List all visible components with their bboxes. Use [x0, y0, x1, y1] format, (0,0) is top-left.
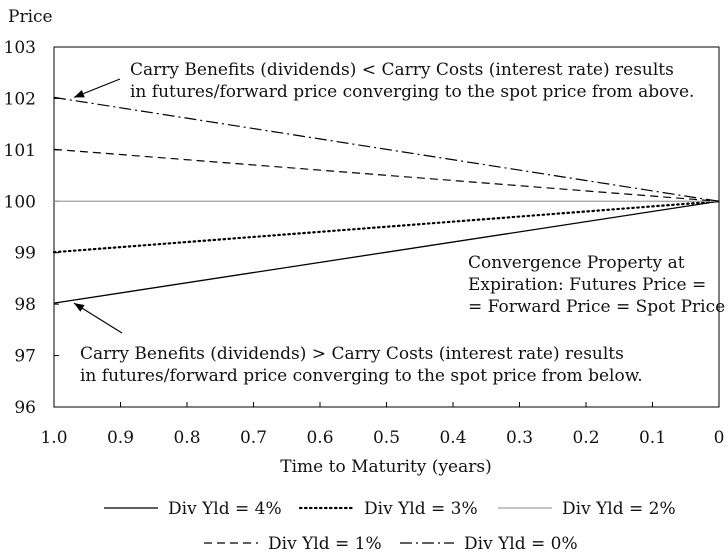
annotation-above-line1: Carry Benefits (dividends) < Carry Costs…: [130, 60, 674, 80]
y-tick-label: 96: [14, 398, 36, 418]
y-tick-label: 102: [4, 89, 36, 109]
arrowhead: [74, 303, 85, 312]
x-axis-ticks: 1.0 0.9 0.8 0.7 0.6 0.5 0.4 0.3 0.2 0.1 0: [40, 402, 724, 448]
series-line-0: [53, 200, 720, 304]
series-line-1: [52, 200, 721, 254]
legend-label-0: Div Yld = 4%: [168, 499, 282, 519]
annotation-below: Carry Benefits (dividends) > Carry Costs…: [73, 302, 643, 386]
series-line-3: [53, 148, 720, 202]
convergence-line3: = Forward Price = Spot Price: [468, 297, 725, 317]
x-tick-label: 0.2: [572, 428, 599, 448]
convergence-line2: Expiration: Futures Price =: [468, 275, 706, 295]
x-tick-label: 0.6: [306, 428, 333, 448]
x-axis-label: Time to Maturity (years): [280, 457, 491, 477]
x-tick-label: 0.1: [639, 428, 666, 448]
y-tick-label: 100: [4, 192, 36, 212]
y-tick-label: 99: [14, 244, 36, 264]
annotation-below-line1: Carry Benefits (dividends) > Carry Costs…: [80, 344, 624, 364]
x-tick-label: 0.4: [439, 428, 466, 448]
y-tick-label: 97: [14, 347, 36, 367]
annotation-below-line2: in futures/forward price converging to t…: [80, 366, 643, 386]
annotation-above: Carry Benefits (dividends) < Carry Costs…: [73, 60, 694, 102]
x-tick-label: 0.5: [373, 428, 400, 448]
legend-label-4: Div Yld = 0%: [464, 534, 578, 554]
y-axis-ticks: 96 97 98 99 100 101 102 103: [4, 38, 59, 418]
y-tick-label: 103: [4, 38, 36, 58]
series-lines: [52, 96, 721, 304]
legend-label-2: Div Yld = 2%: [562, 499, 676, 519]
y-axis-label: Price: [8, 7, 53, 27]
convergence-line1: Convergence Property at: [468, 253, 685, 273]
legend-label-3: Div Yld = 1%: [268, 534, 382, 554]
series-line-4: [53, 96, 720, 202]
annotation-convergence: Convergence Property at Expiration: Futu…: [468, 253, 725, 317]
y-tick-label: 101: [4, 141, 36, 161]
x-tick-label: 0: [714, 428, 725, 448]
annotation-above-line2: in futures/forward price converging to t…: [130, 82, 694, 102]
x-tick-label: 0.3: [506, 428, 533, 448]
x-tick-label: 0.9: [107, 428, 134, 448]
legend: Div Yld = 4% Div Yld = 3% Div Yld = 2% Div …: [104, 499, 676, 554]
y-tick-label: 98: [14, 295, 36, 315]
x-tick-label: 1.0: [40, 428, 67, 448]
x-tick-label: 0.7: [240, 428, 267, 448]
x-tick-label: 0.8: [173, 428, 200, 448]
legend-label-1: Div Yld = 3%: [364, 499, 478, 519]
arrowhead: [74, 89, 85, 98]
